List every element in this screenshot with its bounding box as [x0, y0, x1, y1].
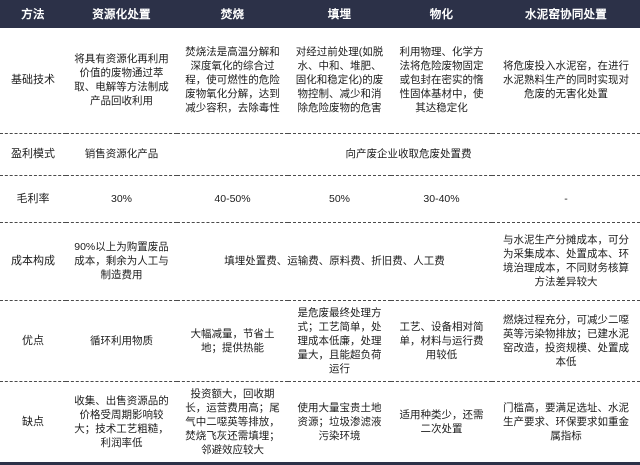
cell-profit-model-merged: 向产废企业收取危废处置费: [177, 133, 640, 176]
table-row: 盈利模式 销售资源化产品 向产废企业收取危废处置费: [0, 133, 640, 176]
cell-cost-structure-cement: 与水泥生产分摊成本，可分为采集成本、处置成本、环境治理成本，不同财务核算方法差异…: [492, 222, 640, 301]
cell-advantages-cement: 燃烧过程充分，可减少二噁英等污染物排放；已建水泥窑改造，投资规模、处置成本低: [492, 300, 640, 382]
table-row: 成本构成 90%以上为购置废品成本，剩余为人工与制造费用 填埋处置费、运输费、原…: [0, 222, 640, 301]
cell-advantages-physicochemical: 工艺、设备相对简单，材料与运行费用较低: [391, 300, 492, 382]
cell-disadvantages-resource: 收集、出售资源品的价格受周期影响较大；技术工艺粗糙，利润率低: [66, 381, 177, 465]
cell-disadvantages-incineration: 投资额大，回收期长，运营费用高；尾气中二噁英等排放，焚烧飞灰还需填埋；邻避效应较…: [177, 381, 288, 465]
table-row: 优点 循环利用物质 大幅减量，节省土地；提供热能 是危废最终处理方式；工艺简单，…: [0, 300, 640, 382]
row-label-profit-model: 盈利模式: [0, 133, 66, 176]
row-label-advantages: 优点: [0, 300, 66, 382]
cell-disadvantages-landfill: 使用大量宝贵土地资源；垃圾渗滤液污染环境: [288, 381, 391, 465]
column-header-incineration: 焚烧: [177, 0, 288, 28]
cell-disadvantages-cement: 门槛高，要满足选址、水泥生产要求、环保要求如重金属指标: [492, 381, 640, 465]
column-header-cement-kiln: 水泥窑协同处置: [492, 0, 640, 28]
header-row: 方法 资源化处置 焚烧 填埋 物化 水泥窑协同处置: [0, 0, 640, 28]
cell-advantages-resource: 循环利用物质: [66, 300, 177, 382]
cell-gross-margin-landfill: 50%: [288, 175, 391, 223]
column-header-method: 方法: [0, 0, 66, 28]
table-header: 方法 资源化处置 焚烧 填埋 物化 水泥窑协同处置: [0, 0, 640, 28]
table-body: 基础技术 将具有资源化再利用价值的废物通过萃取、电解等方法制成产品回收利用 焚烧…: [0, 28, 640, 465]
row-label-cost-structure: 成本构成: [0, 222, 66, 301]
column-header-physicochemical: 物化: [391, 0, 492, 28]
cell-basic-technology-cement: 将危废投入水泥窑，在进行水泥熟料生产的同时实现对危废的无害化处置: [492, 28, 640, 134]
cell-advantages-landfill: 是危废最终处理方式；工艺简单，处理成本低廉，处理量大，且能超负荷运行: [288, 300, 391, 382]
row-label-gross-margin: 毛利率: [0, 175, 66, 223]
cell-profit-model-resource: 销售资源化产品: [66, 133, 177, 176]
cell-gross-margin-incineration: 40-50%: [177, 175, 288, 223]
cell-basic-technology-resource: 将具有资源化再利用价值的废物通过萃取、电解等方法制成产品回收利用: [66, 28, 177, 134]
cell-gross-margin-physicochemical: 30-40%: [391, 175, 492, 223]
cell-basic-technology-incineration: 焚烧法是高温分解和深度氧化的综合过程，使可燃性的危险废物氧化分解，达到减少容积，…: [177, 28, 288, 134]
column-header-landfill: 填埋: [288, 0, 391, 28]
cell-gross-margin-cement: -: [492, 175, 640, 223]
table-row: 基础技术 将具有资源化再利用价值的废物通过萃取、电解等方法制成产品回收利用 焚烧…: [0, 28, 640, 134]
cell-gross-margin-resource: 30%: [66, 175, 177, 223]
table-row: 毛利率 30% 40-50% 50% 30-40% -: [0, 175, 640, 223]
cell-cost-structure-merged: 填埋处置费、运输费、原料费、折旧费、人工费: [177, 222, 492, 301]
cell-basic-technology-landfill: 对经过前处理(如脱水、中和、堆肥、固化和稳定化)的废物控制、减少和消除危险废物的…: [288, 28, 391, 134]
column-header-resource-utilization: 资源化处置: [66, 0, 177, 28]
table-row: 缺点 收集、出售资源品的价格受周期影响较大；技术工艺粗糙，利润率低 投资额大，回…: [0, 381, 640, 465]
cell-advantages-incineration: 大幅减量，节省土地；提供热能: [177, 300, 288, 382]
row-label-basic-technology: 基础技术: [0, 28, 66, 134]
cell-basic-technology-physicochemical: 利用物理、化学方法将危险废物固定或包封在密实的惰性固体基材中，使其达稳定化: [391, 28, 492, 134]
cell-disadvantages-physicochemical: 适用种类少，还需二次处置: [391, 381, 492, 465]
row-label-disadvantages: 缺点: [0, 381, 66, 465]
cell-cost-structure-resource: 90%以上为购置废品成本，剩余为人工与制造费用: [66, 222, 177, 301]
